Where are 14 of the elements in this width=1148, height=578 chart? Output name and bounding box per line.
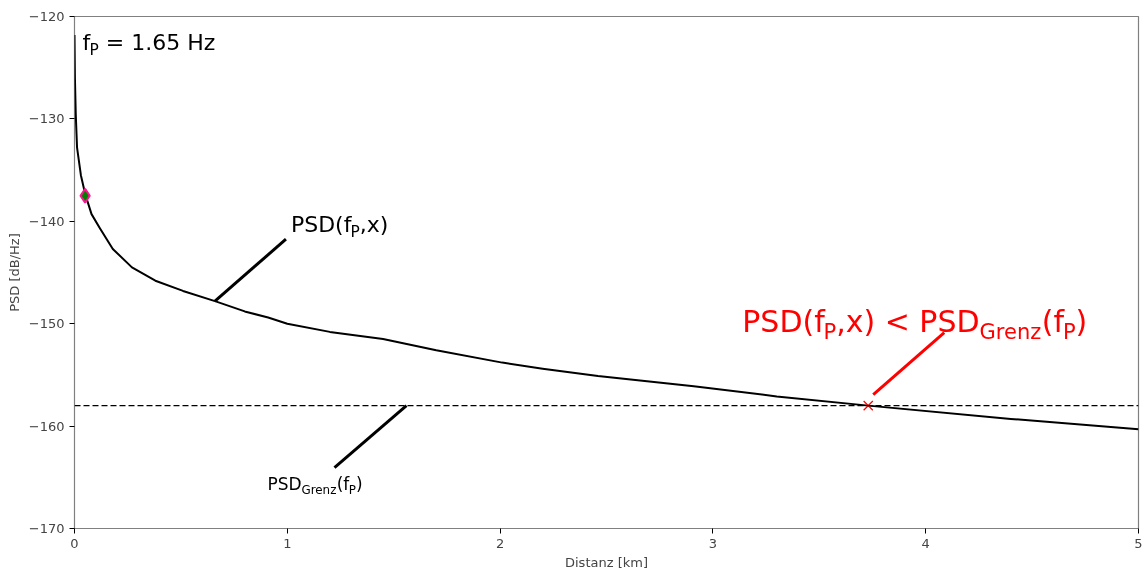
x-tick-label: 4 [921,535,930,551]
x-tick-label: 1 [283,535,292,551]
y-tick-label: −150 [28,316,65,332]
x-tick-label: 0 [70,535,79,551]
y-tick-label: −120 [28,9,65,24]
y-tick-label: −140 [28,213,65,229]
y-tick-label: −130 [28,111,65,127]
y-axis-title: PSD [dB/Hz] [6,233,22,312]
x-tick-label: 5 [1134,535,1143,551]
x-tick-label: 2 [495,535,505,551]
y-tick-label: −170 [28,521,65,536]
y-tick-label: −160 [28,418,65,434]
x-tick-label: 3 [708,535,718,551]
x-axis-title: Distanz [km] [565,554,649,570]
